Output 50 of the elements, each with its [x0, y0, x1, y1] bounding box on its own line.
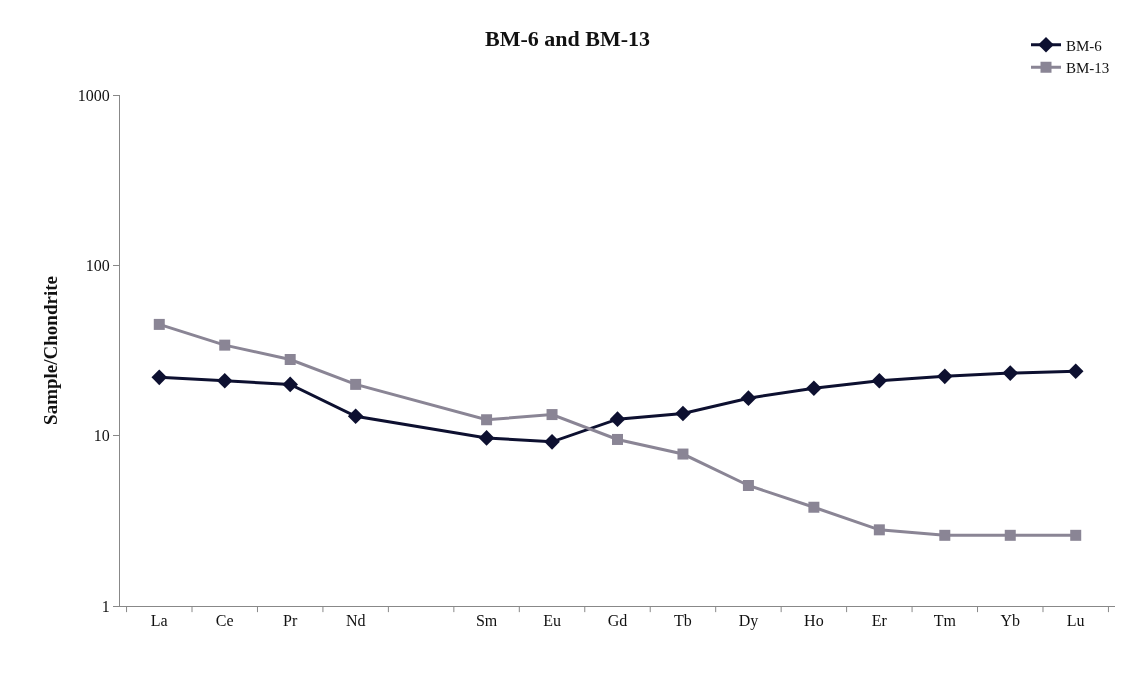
point: [742, 479, 754, 491]
point: [871, 372, 888, 389]
point: [939, 529, 951, 541]
chart-title: BM-6 and BM-13: [485, 25, 650, 51]
x-tick-label: Nd: [345, 612, 366, 630]
x-tick-label: Eu: [543, 612, 561, 630]
point: [675, 405, 691, 422]
x-tick-label: Sm: [475, 612, 498, 630]
point: [873, 524, 885, 536]
x-tick-label: Er: [871, 612, 888, 630]
point: [609, 411, 626, 427]
point: [1070, 529, 1082, 541]
point: [1002, 365, 1019, 381]
point: [350, 378, 362, 390]
point: [1004, 529, 1016, 541]
point: [151, 369, 168, 386]
x-tick-label: La: [150, 612, 168, 630]
point: [808, 501, 820, 513]
point: [544, 434, 560, 450]
point: [347, 408, 364, 425]
x-tick-label: Dy: [738, 612, 759, 631]
point: [612, 433, 623, 445]
point: [219, 339, 231, 351]
point: [1067, 363, 1084, 380]
point: [937, 368, 953, 385]
x-tick-label: Tb: [674, 612, 692, 630]
point: [677, 448, 689, 460]
point: [481, 414, 493, 426]
point: [153, 318, 165, 330]
y-tick-label: 100: [85, 256, 110, 274]
x-tick-label: Tm: [933, 612, 957, 630]
point: [282, 376, 298, 393]
x-tick-label: Pr: [283, 612, 298, 630]
x-tick-label: Gd: [607, 612, 628, 630]
point: [740, 390, 757, 406]
point: [284, 354, 296, 365]
legend-label: BM-13: [1066, 60, 1110, 77]
y-tick-label: 1000: [77, 86, 110, 104]
point: [216, 372, 233, 389]
x-tick-label: Lu: [1066, 612, 1085, 630]
y-tick-label: 1: [101, 597, 110, 615]
point: [546, 409, 558, 421]
y-axis-title: Sample/Chondrite: [39, 276, 61, 425]
x-tick-label: Ce: [215, 612, 234, 630]
x-tick-label: Yb: [1000, 612, 1021, 630]
legend-label: BM-6: [1066, 37, 1103, 54]
y-tick-label: 10: [93, 427, 110, 445]
point: [806, 380, 822, 396]
x-tick-label: Ho: [804, 612, 824, 630]
point: [478, 430, 495, 446]
